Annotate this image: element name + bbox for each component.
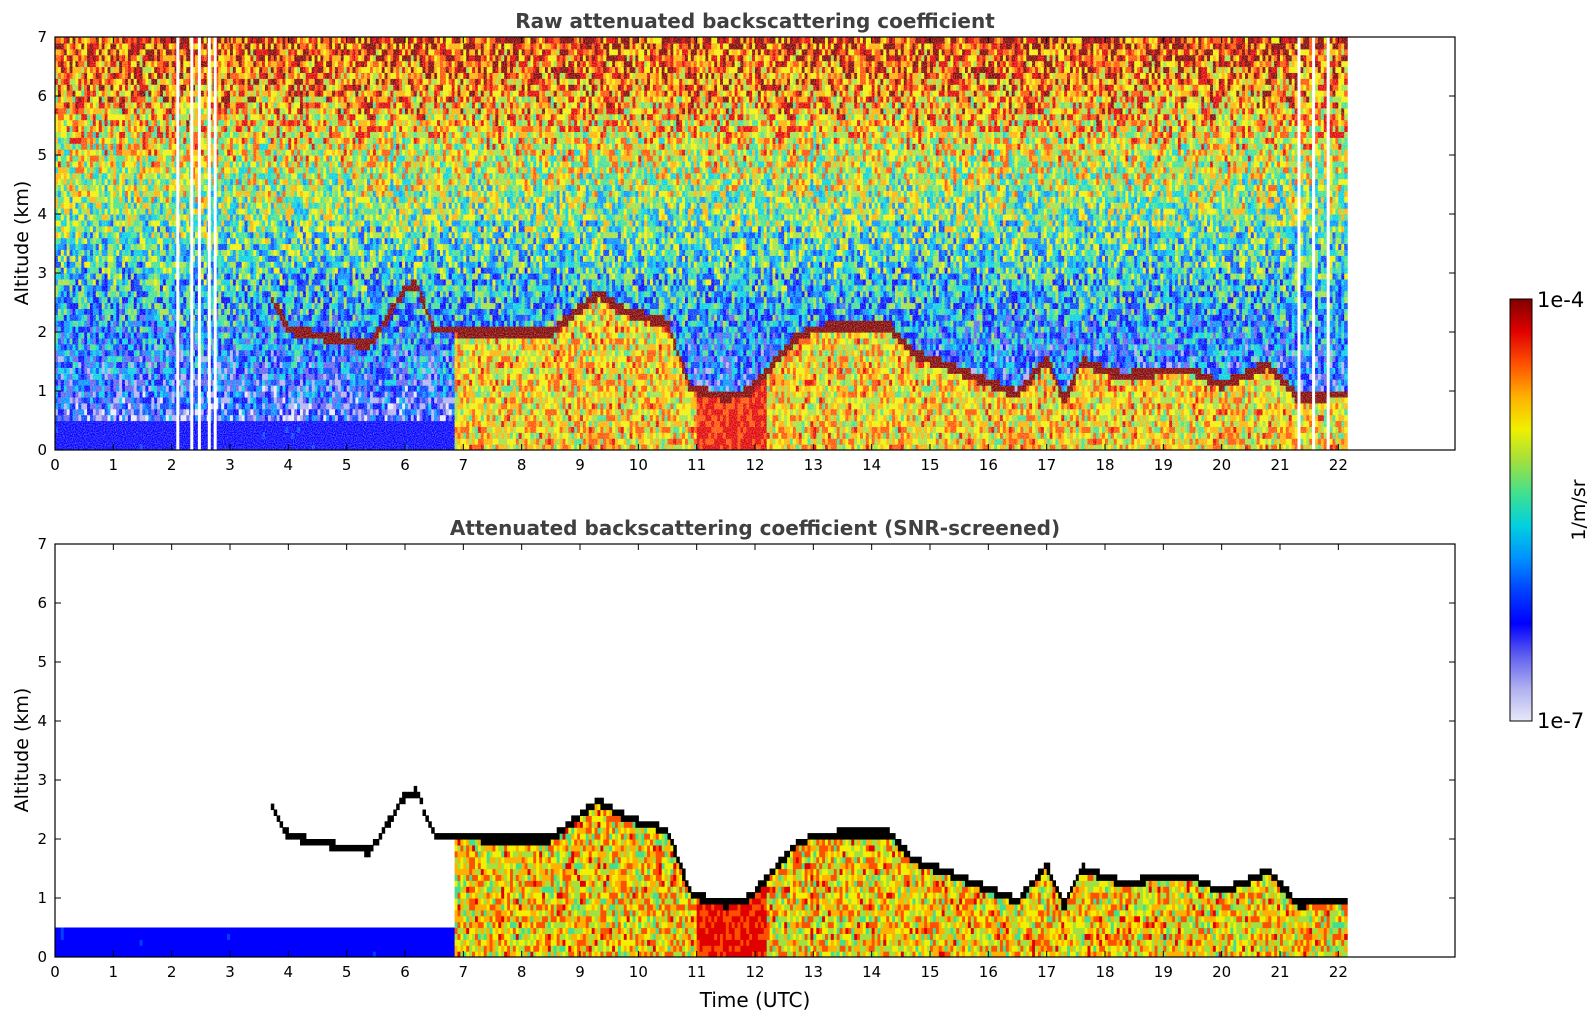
raw-backscatter-panel: Raw attenuated backscattering coefficien…	[11, 9, 1456, 474]
raw-backscatter-heatmap	[55, 37, 1348, 450]
chart-title: Raw attenuated backscattering coefficien…	[515, 9, 995, 33]
